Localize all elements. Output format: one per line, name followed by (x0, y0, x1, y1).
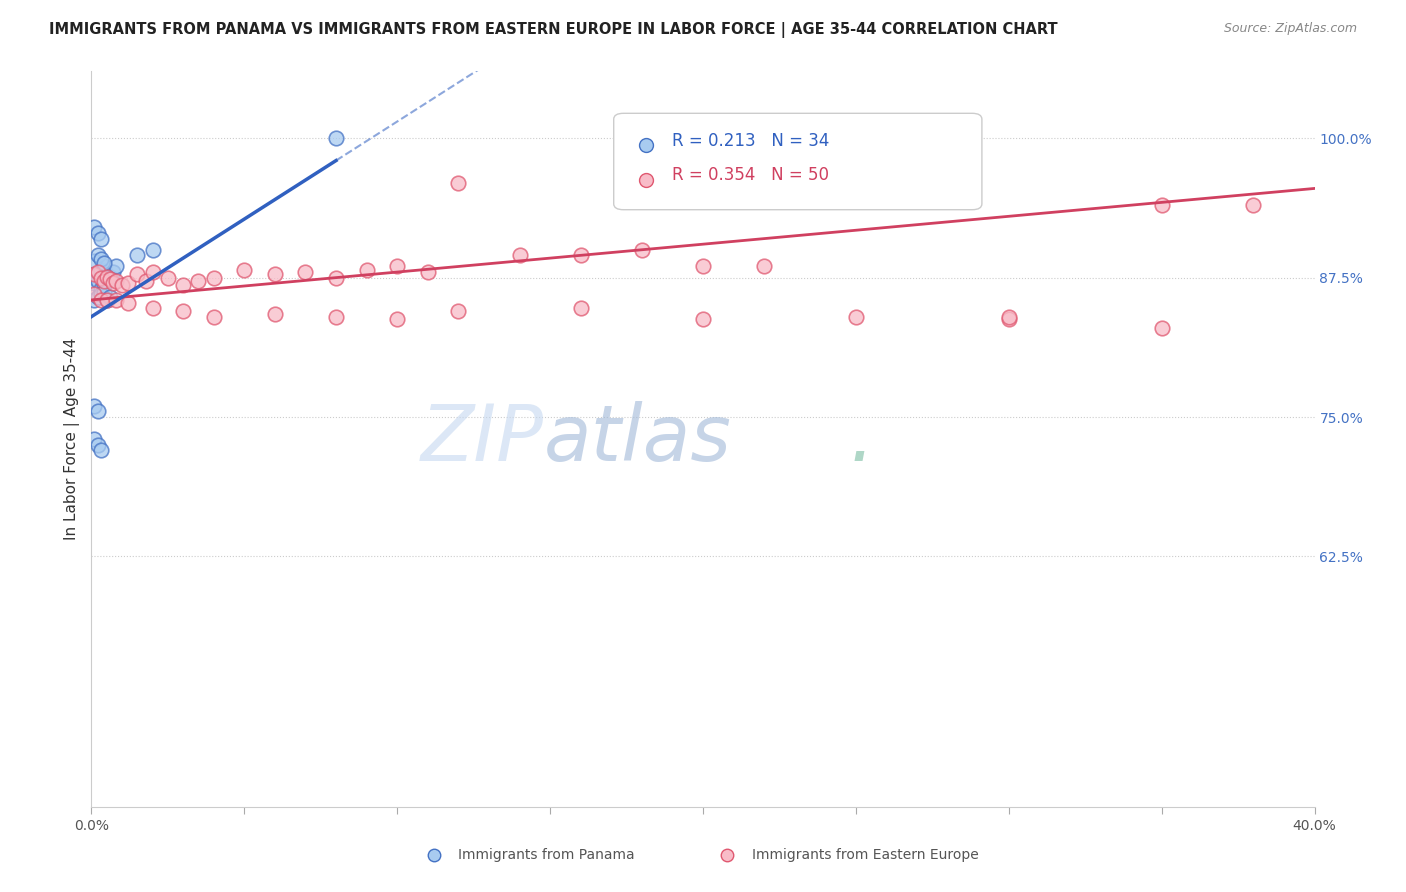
Point (101, 265, 124, 279)
Point (141, 301, 163, 315)
Text: Immigrants from Eastern Europe: Immigrants from Eastern Europe (752, 848, 979, 862)
Point (83, 293, 105, 307)
Point (754, 260, 776, 274)
Point (86, 248, 108, 262)
Point (1150, 198, 1173, 212)
Point (86, 438, 108, 452)
Point (104, 274, 127, 288)
Point (83, 253, 105, 268)
Point (98, 289, 121, 303)
Point (93, 260, 115, 274)
Point (294, 265, 316, 279)
Point (83, 287, 105, 301)
Point (325, 131, 347, 145)
Text: ZIP: ZIP (420, 401, 544, 477)
Point (101, 277, 124, 291)
Text: R = 0.213   N = 34: R = 0.213 N = 34 (672, 131, 830, 150)
Point (86, 404, 108, 418)
Point (117, 277, 139, 291)
Point (93, 278, 115, 293)
Point (104, 260, 127, 274)
Point (96, 293, 118, 307)
Point (90, 252, 112, 266)
Point (233, 262, 256, 277)
Point (90, 231, 112, 245)
Point (845, 310, 868, 324)
Point (96, 270, 118, 285)
Point (141, 265, 163, 279)
Point (156, 270, 179, 285)
Text: atlas: atlas (544, 401, 733, 477)
Point (83, 220, 105, 235)
Point (93, 256, 115, 270)
Point (90, 293, 112, 307)
Point (127, 248, 149, 262)
Point (117, 296, 139, 310)
Point (98, 269, 121, 284)
Text: Immigrants from Panama: Immigrants from Panama (458, 848, 636, 862)
Point (127, 268, 149, 282)
Point (385, 312, 409, 326)
Point (83, 268, 105, 282)
Point (98, 271, 121, 285)
FancyBboxPatch shape (613, 113, 981, 210)
Point (90, 270, 112, 285)
Point (96, 293, 118, 307)
Point (90, 443, 112, 458)
Text: .: . (849, 401, 875, 477)
Point (325, 270, 347, 285)
Point (187, 274, 209, 288)
Point (141, 243, 163, 257)
Point (90, 262, 112, 277)
Point (998, 312, 1021, 326)
Point (202, 270, 225, 285)
Point (83, 399, 105, 413)
Point (104, 293, 127, 307)
Point (96, 268, 118, 283)
Point (569, 248, 592, 262)
Point (111, 278, 134, 293)
Point (86, 289, 108, 303)
Point (509, 248, 531, 262)
Point (1243, 198, 1265, 212)
Point (90, 287, 112, 301)
Point (135, 274, 157, 288)
Point (83, 270, 105, 285)
Point (385, 260, 409, 274)
Point (93, 285, 115, 300)
Point (416, 265, 439, 279)
Text: IMMIGRANTS FROM PANAMA VS IMMIGRANTS FROM EASTERN EUROPE IN LABOR FORCE | AGE 35: IMMIGRANTS FROM PANAMA VS IMMIGRANTS FRO… (49, 22, 1057, 38)
Point (998, 310, 1021, 324)
Point (172, 278, 194, 293)
Point (569, 301, 592, 315)
Point (86, 274, 108, 288)
Point (86, 226, 108, 240)
Point (1150, 321, 1173, 335)
Point (264, 307, 287, 322)
Point (90, 282, 112, 296)
Text: R = 0.354   N = 50: R = 0.354 N = 50 (672, 166, 830, 184)
Point (447, 304, 470, 318)
Point (692, 260, 714, 274)
Text: Source: ZipAtlas.com: Source: ZipAtlas.com (1223, 22, 1357, 36)
Point (447, 176, 470, 190)
Point (202, 310, 225, 324)
Point (86, 265, 108, 279)
Point (264, 268, 287, 282)
Point (631, 243, 654, 257)
Y-axis label: In Labor Force | Age 35-44: In Labor Force | Age 35-44 (65, 338, 80, 541)
Point (83, 433, 105, 447)
Point (96, 269, 118, 284)
Point (172, 304, 194, 318)
Point (86, 268, 108, 282)
Point (93, 274, 115, 288)
Point (692, 312, 714, 326)
Point (356, 262, 378, 277)
Point (83, 277, 105, 291)
Point (325, 310, 347, 324)
